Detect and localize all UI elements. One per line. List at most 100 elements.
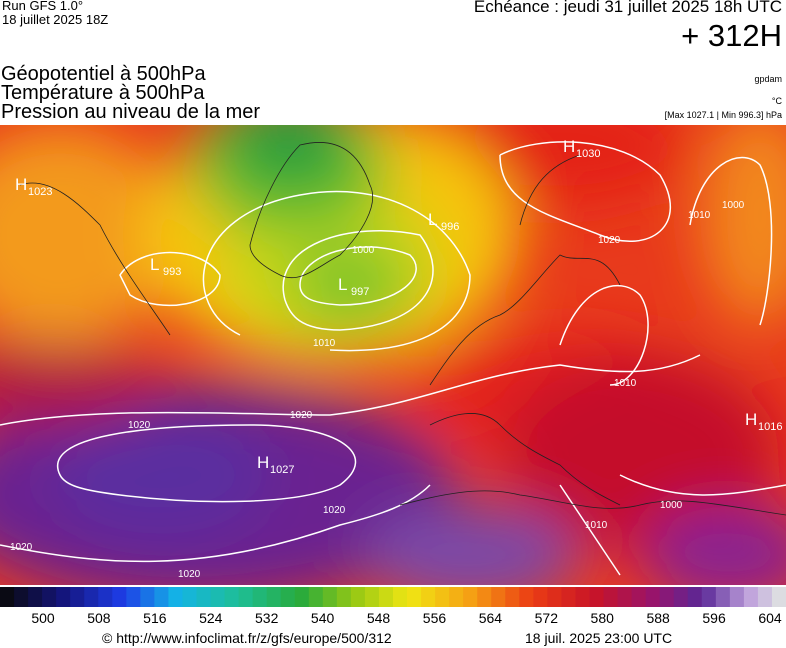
isobar-label: 1010 xyxy=(688,210,711,221)
colorbar-swatch xyxy=(84,587,99,607)
center-letter: H xyxy=(563,137,575,156)
field-title: Pression au niveau de la mer xyxy=(1,101,261,123)
colorbar-swatch xyxy=(533,587,548,607)
colorbar-swatch xyxy=(70,587,85,607)
colorbar-swatch xyxy=(589,587,605,607)
colorbar-swatch xyxy=(112,587,127,607)
colorbar-swatch xyxy=(505,587,520,607)
colorbar-swatch xyxy=(519,587,534,607)
colorbar-swatch xyxy=(252,587,268,607)
unit: gpdam xyxy=(754,74,782,84)
colorbar-swatch xyxy=(182,587,197,607)
center-letter: L xyxy=(338,275,347,294)
center-value: 993 xyxy=(163,266,181,278)
colorbar-swatch xyxy=(743,587,759,607)
coastlines xyxy=(19,142,786,516)
colorbar-swatch xyxy=(154,587,169,607)
colorbar-tick-label: 596 xyxy=(702,610,726,626)
colorbar-swatch xyxy=(42,587,57,607)
colorbar-swatch xyxy=(210,587,226,607)
isobar-label: 1020 xyxy=(178,569,201,580)
isobar-label: 1020 xyxy=(598,235,621,246)
isobar-label: 1020 xyxy=(290,410,313,421)
center-value: 1016 xyxy=(758,421,782,433)
colorbar-tick-label: 500 xyxy=(31,610,55,626)
isobar-label: 1000 xyxy=(722,200,745,211)
colorbar-tick-label: 572 xyxy=(535,610,559,626)
colorbar-tick-label: 524 xyxy=(199,610,223,626)
colorbar-swatch xyxy=(393,587,408,607)
colorbar-swatch xyxy=(491,587,506,607)
center-letter: L xyxy=(150,255,159,274)
isobar-label: 1010 xyxy=(614,378,637,389)
colorbar-swatch xyxy=(687,587,703,607)
colorbar-tick-label: 516 xyxy=(143,610,167,626)
colorbar-swatch xyxy=(659,587,675,607)
footer-date: 18 juil. 2025 23:00 UTC xyxy=(525,630,673,646)
colorbar-swatch xyxy=(280,587,296,607)
colorbar-swatch xyxy=(140,587,155,607)
pressure-center: H 1027 xyxy=(257,453,294,476)
colorbar-swatch xyxy=(673,587,689,607)
field-title: Température à 500hPa xyxy=(1,82,205,104)
credit: © http://www.infoclimat.fr/z/gfs/europe/… xyxy=(102,630,392,646)
colorbar-swatch xyxy=(771,587,786,607)
colorbar-swatch xyxy=(196,587,212,607)
pressure-center: L 993 xyxy=(150,255,181,278)
colorbar: 500 508 516 524 532 540 548 556 564 572 580 588 596 6… xyxy=(0,587,786,626)
colorbar-swatch xyxy=(561,587,576,607)
isobars xyxy=(0,141,786,576)
center-value: 996 xyxy=(441,221,459,233)
colorbar-swatch xyxy=(435,587,450,607)
pressure-center: H 1023 xyxy=(15,175,52,198)
colorbar-swatch xyxy=(463,587,478,607)
field-title: Géopotentiel à 500hPa xyxy=(1,63,206,85)
colorbar-swatch xyxy=(701,587,717,607)
pressure-center: L 997 xyxy=(338,275,369,298)
isobar-label: 1020 xyxy=(10,542,33,553)
center-letter: H xyxy=(745,410,757,429)
unit: [Max 1027.1 | Min 996.3] hPa xyxy=(664,110,782,120)
colorbar-swatch xyxy=(308,587,324,607)
isobar-label: 1000 xyxy=(352,245,375,256)
center-value: 997 xyxy=(351,286,369,298)
colorbar-swatch xyxy=(350,587,366,607)
colorbar-swatch xyxy=(224,587,240,607)
colorbar-swatch xyxy=(294,587,310,607)
colorbar-swatch xyxy=(729,587,745,607)
colorbar-swatch xyxy=(322,587,338,607)
colorbar-swatch xyxy=(477,587,492,607)
colorbar-swatch xyxy=(336,587,352,607)
colorbar-tick-label: 508 xyxy=(87,610,111,626)
colorbar-swatch xyxy=(126,587,141,607)
colorbar-swatch xyxy=(617,587,633,607)
isobar-label: 1010 xyxy=(313,338,336,349)
colorbar-tick-label: 580 xyxy=(591,610,615,626)
colorbar-swatch xyxy=(575,587,590,607)
unit: °C xyxy=(771,96,782,106)
pressure-center: L 996 xyxy=(428,210,459,233)
colorbar-swatch xyxy=(168,587,183,607)
colorbar-swatch xyxy=(0,587,15,607)
colorbar-swatch xyxy=(56,587,71,607)
colorbar-tick-label: 588 xyxy=(646,610,670,626)
center-letter: L xyxy=(428,210,437,229)
center-value: 1023 xyxy=(28,186,52,198)
lead-time: + 312H xyxy=(681,18,782,53)
colorbar-swatch xyxy=(449,587,464,607)
isobar-label: 1000 xyxy=(660,500,683,511)
colorbar-tick-label: 564 xyxy=(479,610,503,626)
colorbar-swatch xyxy=(98,587,113,607)
run: Run GFS 1.0° xyxy=(2,0,84,13)
colorbar-swatch xyxy=(645,587,661,607)
temperature-field xyxy=(0,125,786,585)
run-date: 18 juillet 2025 18Z xyxy=(2,12,109,27)
center-letter: H xyxy=(15,175,27,194)
center-value: 1030 xyxy=(576,148,600,160)
colorbar-swatch xyxy=(603,587,619,607)
colorbar-swatch xyxy=(266,587,282,607)
colorbar-swatch xyxy=(421,587,436,607)
isobar-label: 1020 xyxy=(323,505,346,516)
